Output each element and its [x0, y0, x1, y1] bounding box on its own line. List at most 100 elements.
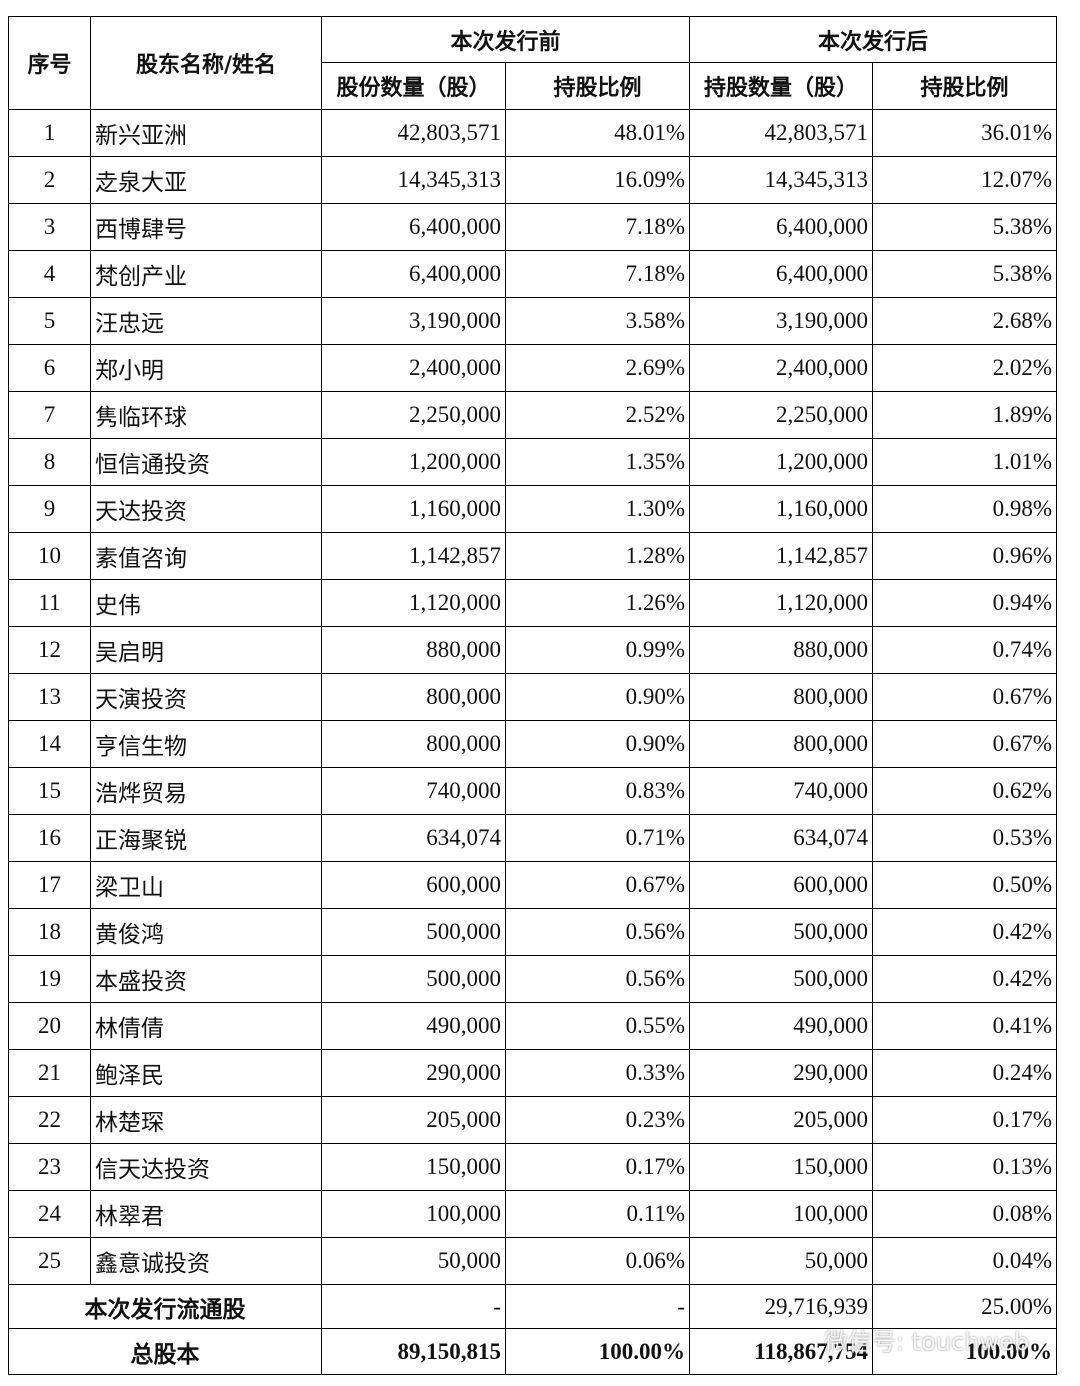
cell: 鲍泽民 [90, 1049, 322, 1097]
cell: 800,000 [689, 720, 874, 768]
cell: 740,000 [689, 767, 874, 815]
cell: 150,000 [689, 1143, 874, 1191]
cell: 290,000 [689, 1049, 874, 1097]
shareholder-table: 序号 股东名称/姓名 本次发行前 本次发行后 股份数量（股） 持股比例 持股数量… [8, 16, 1058, 1375]
cell: 0.23% [504, 1096, 691, 1144]
table-body: 1 新兴亚洲 42,803,571 48.01% 42,803,571 36.01% 2 赱泉… [8, 109, 1058, 1375]
data-row: 8 恒信通投资 1,200,000 1.35% 1,200,000 1.01% [8, 438, 1058, 486]
cell: 150,000 [321, 1143, 506, 1191]
cell: 490,000 [321, 1002, 506, 1050]
cell: 0.67% [872, 720, 1058, 768]
cell: 5.38% [872, 203, 1058, 251]
cell: 0.74% [872, 626, 1058, 674]
cell: 0.71% [504, 814, 691, 862]
cell: 11 [8, 579, 91, 627]
cell: 1,120,000 [689, 579, 874, 627]
cell: 42,803,571 [321, 109, 506, 157]
cell: 1.89% [872, 391, 1058, 439]
cell: 西博肆号 [90, 203, 322, 251]
cell: 800,000 [321, 720, 506, 768]
cell: 50,000 [689, 1237, 874, 1285]
data-row: 25 鑫意诚投资 50,000 0.06% 50,000 0.04% [8, 1237, 1058, 1285]
cell: 0.50% [872, 861, 1058, 909]
cell: 3 [8, 203, 91, 251]
cell: 史伟 [90, 579, 322, 627]
cell: - [321, 1284, 506, 1329]
cell: 1.30% [504, 485, 691, 533]
cell: 1,160,000 [321, 485, 506, 533]
cell: 25 [8, 1237, 91, 1285]
cell: 14,345,313 [321, 156, 506, 204]
data-row: 18 黄俊鸿 500,000 0.56% 500,000 0.42% [8, 908, 1058, 956]
cell: 0.53% [872, 814, 1058, 862]
cell: 118,867,754 [689, 1328, 874, 1375]
cell: 9 [8, 485, 91, 533]
header-cell: 序号 [8, 16, 91, 110]
cell: 634,074 [321, 814, 506, 862]
data-row: 5 汪忠远 3,190,000 3.58% 3,190,000 2.68% [8, 297, 1058, 345]
data-row: 14 亨信生物 800,000 0.90% 800,000 0.67% [8, 720, 1058, 768]
cell: 20 [8, 1002, 91, 1050]
cell: 7.18% [504, 250, 691, 298]
cell: 赱泉大亚 [90, 156, 322, 204]
cell: 24 [8, 1190, 91, 1238]
data-row: 17 梁卫山 600,000 0.67% 600,000 0.50% [8, 861, 1058, 909]
cell: 0.96% [872, 532, 1058, 580]
cell: 6,400,000 [321, 250, 506, 298]
cell: 36.01% [872, 109, 1058, 157]
cell: 5 [8, 297, 91, 345]
cell: 3.58% [504, 297, 691, 345]
cell: 8 [8, 438, 91, 486]
cell: 林翠君 [90, 1190, 322, 1238]
summary-row: 总股本 89,150,815 100.00% 118,867,754 100.00% [8, 1328, 1058, 1375]
cell: 100,000 [321, 1190, 506, 1238]
cell: 0.42% [872, 908, 1058, 956]
cell: 42,803,571 [689, 109, 874, 157]
cell: 天达投资 [90, 485, 322, 533]
cell: 0.90% [504, 720, 691, 768]
cell: 0.67% [504, 861, 691, 909]
cell: 15 [8, 767, 91, 815]
cell: 500,000 [321, 908, 506, 956]
cell: 800,000 [321, 673, 506, 721]
cell: 1.01% [872, 438, 1058, 486]
cell: 6,400,000 [689, 250, 874, 298]
cell: 7.18% [504, 203, 691, 251]
cell: 0.33% [504, 1049, 691, 1097]
cell: 2.02% [872, 344, 1058, 392]
cell: 0.56% [504, 908, 691, 956]
cell: 16 [8, 814, 91, 862]
cell: 500,000 [689, 955, 874, 1003]
cell: 郑小明 [90, 344, 322, 392]
data-row: 10 素值咨询 1,142,857 1.28% 1,142,857 0.96% [8, 532, 1058, 580]
summary-label: 本次发行流通股 [8, 1284, 322, 1329]
cell: 0.24% [872, 1049, 1058, 1097]
data-row: 22 林楚琛 205,000 0.23% 205,000 0.17% [8, 1096, 1058, 1144]
cell: 新兴亚洲 [90, 109, 322, 157]
header-cell: 本次发行后 [689, 16, 1058, 63]
data-row: 15 浩烨贸易 740,000 0.83% 740,000 0.62% [8, 767, 1058, 815]
cell: 12 [8, 626, 91, 674]
cell: 4 [8, 250, 91, 298]
data-row: 21 鲍泽民 290,000 0.33% 290,000 0.24% [8, 1049, 1058, 1097]
cell: 0.04% [872, 1237, 1058, 1285]
cell: 7 [8, 391, 91, 439]
cell: 290,000 [321, 1049, 506, 1097]
cell: 0.98% [872, 485, 1058, 533]
cell: 6,400,000 [321, 203, 506, 251]
cell: 740,000 [321, 767, 506, 815]
cell: 2.69% [504, 344, 691, 392]
cell: 880,000 [321, 626, 506, 674]
cell: 0.08% [872, 1190, 1058, 1238]
summary-label: 总股本 [8, 1328, 322, 1375]
cell: 2.68% [872, 297, 1058, 345]
cell: 19 [8, 955, 91, 1003]
cell: 亨信生物 [90, 720, 322, 768]
cell: 600,000 [689, 861, 874, 909]
cell: 100,000 [689, 1190, 874, 1238]
cell: 隽临环球 [90, 391, 322, 439]
data-row: 9 天达投资 1,160,000 1.30% 1,160,000 0.98% [8, 485, 1058, 533]
cell: 吴启明 [90, 626, 322, 674]
cell: 0.94% [872, 579, 1058, 627]
